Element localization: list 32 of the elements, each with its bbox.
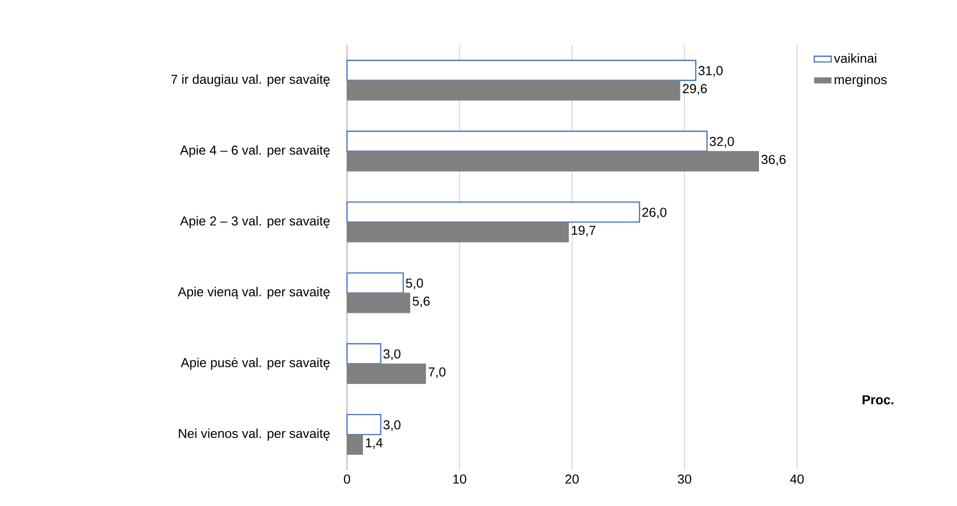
x-tick-label: 40 <box>790 474 804 484</box>
bar <box>346 414 382 436</box>
data-label: 36,6 <box>761 154 786 166</box>
bar <box>346 272 404 294</box>
data-label: 26,0 <box>642 208 666 218</box>
bar <box>346 60 696 82</box>
data-label: 32,0 <box>710 136 734 148</box>
x-axis-title: Proc. <box>862 395 894 404</box>
x-tick-label: 30 <box>678 474 692 484</box>
data-label: 3,0 <box>383 349 400 360</box>
data-label: 1,4 <box>366 438 383 449</box>
data-label: 7,0 <box>428 367 446 378</box>
legend-label: merginos <box>834 74 887 87</box>
y-tick-label: Nei vienos val. per savaitę <box>178 428 330 441</box>
y-tick-label: Apie 4 – 6 val. per savaitę <box>180 145 330 158</box>
data-label: 19,7 <box>572 226 596 236</box>
x-tick-label: 0 <box>344 474 350 484</box>
data-label: 5,0 <box>406 278 423 290</box>
y-tick-label: 7 ir daugiau val. per savaitę <box>171 74 330 86</box>
legend-label: vaikinai <box>834 53 876 63</box>
x-tick-label: 20 <box>565 474 579 484</box>
data-label: 3,0 <box>383 420 400 431</box>
bar <box>346 201 640 223</box>
bar <box>346 343 382 364</box>
data-label: 29,6 <box>682 84 707 95</box>
y-tick-label: Apie pusė val. per savaitę <box>180 358 330 370</box>
y-tick-label: Apie 2 – 3 val. per savaitę <box>180 216 330 228</box>
x-tick-label: 10 <box>453 474 466 484</box>
bar <box>346 130 708 152</box>
y-tick-label: Apie vieną val. per savaitę <box>178 286 330 299</box>
data-label: 5,6 <box>412 296 430 308</box>
data-label: 31,0 <box>698 66 723 77</box>
